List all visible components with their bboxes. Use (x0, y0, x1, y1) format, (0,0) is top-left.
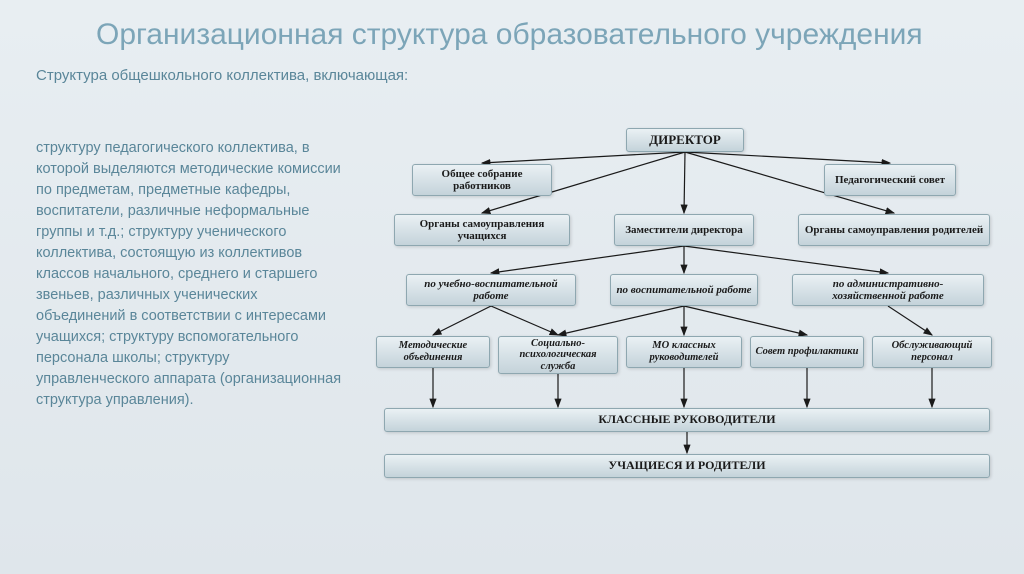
node-method: Методические объединения (376, 336, 490, 368)
page-subtitle: Структура общешкольного коллектива, вклю… (0, 53, 1024, 84)
node-assembly: Общее собрание работников (412, 164, 552, 196)
node-admin_work: по административно-хозяйственной работе (792, 274, 984, 306)
edge-edu_work-psych (491, 306, 558, 335)
node-edu_work: по учебно-воспитательной работе (406, 274, 576, 306)
node-profil: Совет профилактики (750, 336, 864, 368)
node-teachers: КЛАССНЫЕ РУКОВОДИТЕЛИ (384, 408, 990, 432)
edge-deputies-edu_work (491, 246, 684, 273)
edge-deputies-admin_work (684, 246, 888, 273)
edge-vosp_work-profil (684, 306, 807, 335)
node-parent_council: Органы самоуправления родителей (798, 214, 990, 246)
node-vosp_work: по воспитательной работе (610, 274, 758, 306)
node-student_council: Органы самоуправления учащихся (394, 214, 570, 246)
edge-director-deputies (684, 152, 685, 213)
edge-director-pedsovet (685, 152, 890, 163)
edge-vosp_work-psych (558, 306, 684, 335)
node-deputies: Заместители директора (614, 214, 754, 246)
node-director: ДИРЕКТОР (626, 128, 744, 152)
node-pedsovet: Педагогический совет (824, 164, 956, 196)
org-chart: ДИРЕКТОР Общее собрание работников Педагог… (358, 128, 1008, 548)
body-text: структуру педагогического коллектива, в … (36, 138, 346, 411)
node-service: Обслуживающий персонал (872, 336, 992, 368)
node-mo: МО классных руководителей (626, 336, 742, 368)
edge-edu_work-method (433, 306, 491, 335)
node-students: УЧАЩИЕСЯ И РОДИТЕЛИ (384, 454, 990, 478)
node-psych: Социально-психологическая служба (498, 336, 618, 374)
edge-director-assembly (482, 152, 685, 163)
page-title: Организационная структура образовательно… (0, 0, 1024, 53)
edge-admin_work-service (888, 306, 932, 335)
